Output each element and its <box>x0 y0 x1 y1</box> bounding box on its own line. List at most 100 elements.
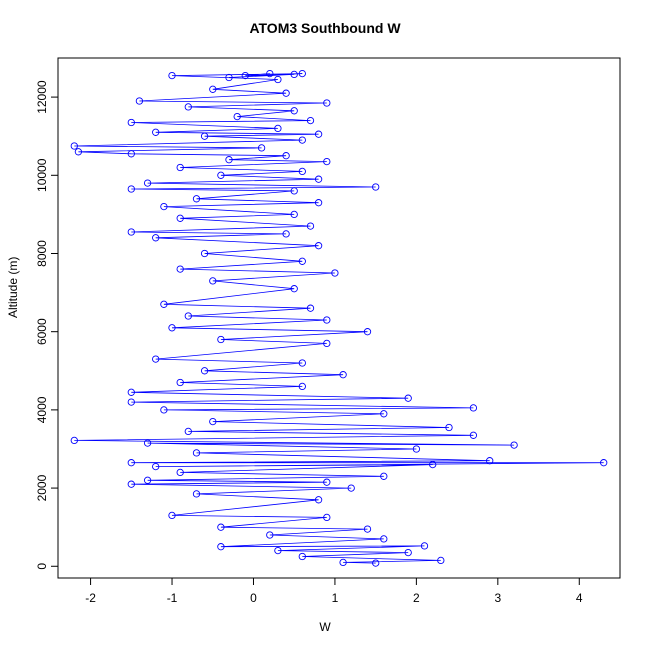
y-tick-label: 8000 <box>35 240 49 267</box>
data-point <box>298 359 306 367</box>
data-point <box>372 183 380 191</box>
data-point <box>209 277 217 285</box>
plot-frame <box>57 57 621 579</box>
data-point <box>298 382 306 391</box>
data-point <box>176 163 184 172</box>
data-point <box>70 436 78 445</box>
data-point <box>257 144 266 152</box>
data-point <box>510 441 518 449</box>
data-point <box>339 371 347 379</box>
y-tick-label: 0 <box>35 563 49 570</box>
data-point <box>74 148 83 156</box>
data-point <box>152 234 160 242</box>
data-point <box>217 523 225 531</box>
data-layer <box>70 69 608 567</box>
data-point <box>314 242 323 250</box>
data-point <box>290 210 298 219</box>
data-point <box>323 478 331 486</box>
x-tick-label: 3 <box>494 591 501 605</box>
data-point <box>380 535 388 543</box>
y-tick-label: 2000 <box>35 474 49 501</box>
data-point <box>323 513 331 522</box>
data-point <box>184 312 192 320</box>
data-point <box>331 269 339 277</box>
data-point <box>127 480 135 488</box>
data-point <box>469 431 478 439</box>
x-tick-label: -2 <box>85 591 96 605</box>
data-point <box>127 228 135 236</box>
data-point <box>290 285 298 293</box>
data-point <box>314 199 323 207</box>
data-point <box>380 472 388 480</box>
data-point <box>176 468 184 477</box>
data-point <box>282 89 290 97</box>
data-point <box>274 124 282 133</box>
data-point <box>363 525 372 533</box>
data-point <box>306 116 315 125</box>
data-point <box>282 230 290 238</box>
data-point <box>127 398 135 406</box>
data-point <box>290 187 298 195</box>
data-point <box>127 150 135 158</box>
y-tick-label: 4000 <box>35 396 49 423</box>
data-point <box>469 404 478 412</box>
data-point <box>217 543 225 551</box>
data-point <box>339 558 347 567</box>
data-point <box>486 457 494 465</box>
data-point <box>347 484 355 492</box>
data-point <box>184 103 192 111</box>
data-point <box>160 202 168 211</box>
data-point <box>200 249 209 258</box>
data-point <box>127 459 135 467</box>
y-tick-label: 10000 <box>35 158 49 192</box>
x-tick-label: -1 <box>167 591 178 605</box>
data-point <box>241 71 249 80</box>
data-point <box>314 130 323 138</box>
data-point <box>160 300 168 308</box>
data-point <box>323 99 331 107</box>
data-point <box>225 156 233 164</box>
data-point <box>168 324 176 332</box>
data-point <box>372 559 380 567</box>
data-point <box>290 107 298 115</box>
data-point <box>192 490 201 498</box>
data-point <box>380 410 388 418</box>
data-point <box>135 97 144 105</box>
x-tick-label: 1 <box>332 591 339 605</box>
data-point <box>323 316 331 324</box>
data-point <box>290 70 298 79</box>
data-point <box>184 427 192 436</box>
data-point <box>209 85 217 93</box>
data-point <box>437 556 445 565</box>
data-point <box>445 423 453 432</box>
data-point <box>274 546 282 555</box>
y-tick-label: 12000 <box>35 80 49 114</box>
data-point <box>200 367 209 375</box>
data-point <box>176 378 184 387</box>
data-point <box>420 542 429 550</box>
data-point <box>298 167 306 176</box>
data-point <box>266 531 274 539</box>
x-tick-label: 0 <box>250 591 257 605</box>
data-point <box>306 222 315 230</box>
data-point <box>209 417 217 426</box>
data-point <box>225 73 233 82</box>
data-point <box>168 511 176 520</box>
data-point <box>127 185 135 193</box>
data-point <box>176 214 184 222</box>
data-point <box>176 265 184 273</box>
data-point <box>298 552 306 561</box>
data-point <box>314 175 323 183</box>
data-point <box>404 548 412 557</box>
data-point <box>266 69 274 78</box>
data-point <box>323 339 331 348</box>
x-tick-label: 4 <box>576 591 583 605</box>
data-point <box>363 328 372 336</box>
x-tick-label: 2 <box>413 591 420 605</box>
data-point <box>233 112 241 121</box>
data-point <box>306 304 315 312</box>
data-point <box>323 157 331 166</box>
data-point <box>274 75 282 84</box>
